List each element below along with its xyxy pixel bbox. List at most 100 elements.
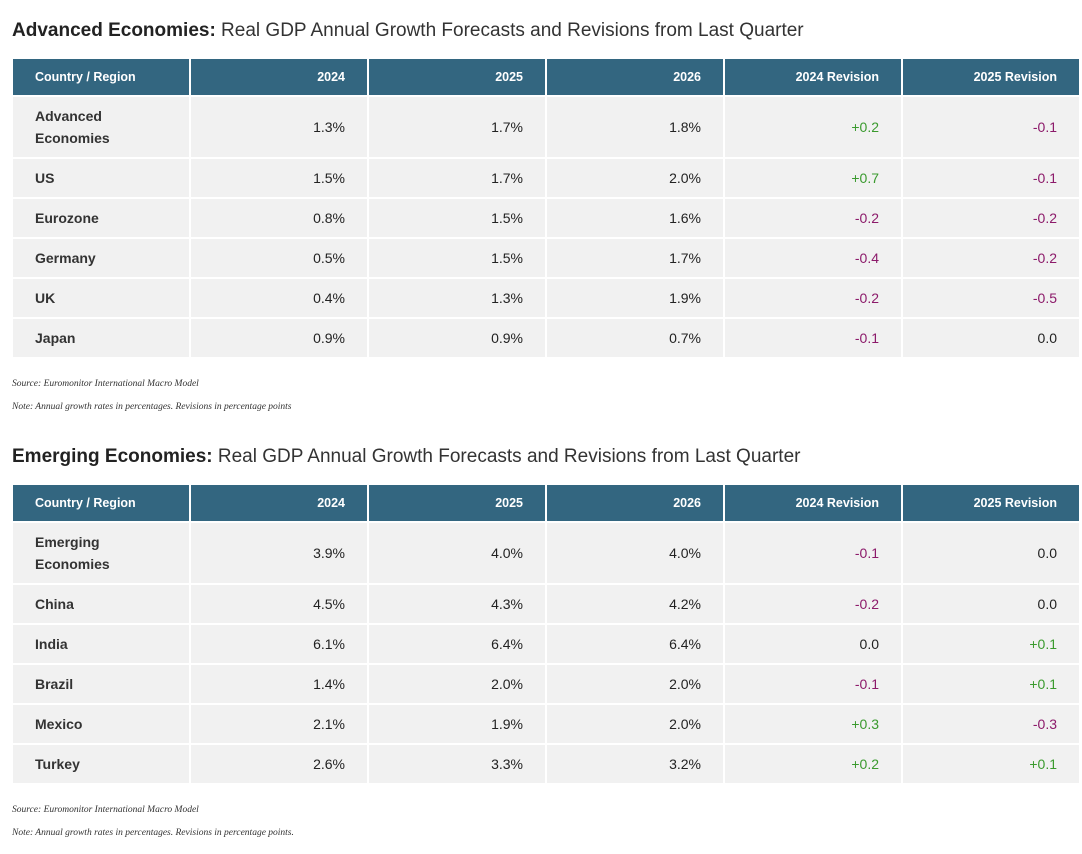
advanced-title-bold: Advanced Economies: [12,20,216,41]
country-cell: Eurozone [13,199,189,237]
country-cell: China [13,585,189,623]
revision-2024-cell: +0.3 [725,705,901,743]
value-2024-cell: 2.1% [191,705,367,743]
units-note: Note: Annual growth rates in percentages… [12,402,292,412]
value-2025-cell: 1.7% [369,159,545,197]
revision-2025-cell: 0.0 [903,523,1079,583]
revision-2024-cell: -0.2 [725,585,901,623]
emerging-economies-section: Emerging Economies: Real GDP Annual Grow… [12,444,1079,845]
emerging-gdp-table: Country / Region 2024 2025 2026 2024 Rev… [11,483,1081,785]
value-2024-cell: 1.5% [191,159,367,197]
source-note: Source: Euromonitor International Macro … [12,805,199,815]
table-row: Emerging Economies 3.9% 4.0% 4.0% -0.1 0.0 [13,523,1079,583]
value-2026-cell: 3.2% [547,745,723,783]
header-2025-revision: 2025 Revision [903,59,1079,95]
revision-2024-cell: -0.4 [725,239,901,277]
advanced-economies-section: Advanced Economies: Real GDP Annual Grow… [12,18,1079,413]
revision-2025-cell: +0.1 [903,665,1079,703]
country-cell: Japan [13,319,189,357]
revision-2024-cell: +0.2 [725,745,901,783]
country-cell: India [13,625,189,663]
value-2024-cell: 1.3% [191,97,367,157]
country-cell: Emerging Economies [13,523,189,583]
country-cell: Germany [13,239,189,277]
value-2026-cell: 2.0% [547,705,723,743]
value-2026-cell: 1.8% [547,97,723,157]
value-2024-cell: 6.1% [191,625,367,663]
table-row: Eurozone 0.8% 1.5% 1.6% -0.2 -0.2 [13,199,1079,237]
revision-2024-cell: -0.2 [725,199,901,237]
advanced-table-title: Advanced Economies: Real GDP Annual Grow… [12,18,1070,44]
emerging-title-rest: Real GDP Annual Growth Forecasts and Rev… [212,446,801,467]
header-2025-revision: 2025 Revision [903,485,1079,521]
country-cell: Mexico [13,705,189,743]
value-2025-cell: 1.9% [369,705,545,743]
units-note: Note: Annual growth rates in percentages… [12,828,294,838]
value-2026-cell: 2.0% [547,159,723,197]
revision-2025-cell: -0.1 [903,97,1079,157]
revision-2024-cell: -0.1 [725,665,901,703]
value-2026-cell: 1.9% [547,279,723,317]
value-2025-cell: 6.4% [369,625,545,663]
country-cell: Advanced Economies [13,97,189,157]
value-2024-cell: 0.4% [191,279,367,317]
header-2024: 2024 [191,485,367,521]
emerging-table-title: Emerging Economies: Real GDP Annual Grow… [12,444,1070,470]
country-cell: Brazil [13,665,189,703]
header-2024-revision: 2024 Revision [725,59,901,95]
value-2026-cell: 1.7% [547,239,723,277]
revision-2024-cell: -0.2 [725,279,901,317]
revision-2025-cell: -0.2 [903,199,1079,237]
value-2024-cell: 1.4% [191,665,367,703]
revision-2024-cell: +0.2 [725,97,901,157]
revision-2025-cell: 0.0 [903,585,1079,623]
country-cell: Turkey [13,745,189,783]
value-2025-cell: 2.0% [369,665,545,703]
value-2026-cell: 4.2% [547,585,723,623]
table-row: China 4.5% 4.3% 4.2% -0.2 0.0 [13,585,1079,623]
table-row: Mexico 2.1% 1.9% 2.0% +0.3 -0.3 [13,705,1079,743]
revision-2025-cell: -0.2 [903,239,1079,277]
header-2024: 2024 [191,59,367,95]
value-2025-cell: 3.3% [369,745,545,783]
header-2024-revision: 2024 Revision [725,485,901,521]
revision-2025-cell: -0.1 [903,159,1079,197]
emerging-notes: Source: Euromonitor International Macro … [12,799,1070,845]
table-header-row: Country / Region 2024 2025 2026 2024 Rev… [13,59,1079,95]
revision-2024-cell: -0.1 [725,523,901,583]
header-country: Country / Region [13,485,189,521]
table-row: India 6.1% 6.4% 6.4% 0.0 +0.1 [13,625,1079,663]
revision-2024-cell: +0.7 [725,159,901,197]
advanced-title-rest: Real GDP Annual Growth Forecasts and Rev… [215,20,804,41]
header-2025: 2025 [369,485,545,521]
table-row: Brazil 1.4% 2.0% 2.0% -0.1 +0.1 [13,665,1079,703]
header-2026: 2026 [547,485,723,521]
value-2025-cell: 1.5% [369,239,545,277]
revision-2025-cell: +0.1 [903,625,1079,663]
value-2026-cell: 0.7% [547,319,723,357]
revision-2025-cell: +0.1 [903,745,1079,783]
emerging-title-bold: Emerging Economies: [12,446,213,467]
value-2026-cell: 6.4% [547,625,723,663]
value-2026-cell: 4.0% [547,523,723,583]
value-2025-cell: 0.9% [369,319,545,357]
header-2025: 2025 [369,59,545,95]
value-2025-cell: 4.0% [369,523,545,583]
header-country: Country / Region [13,59,189,95]
table-header-row: Country / Region 2024 2025 2026 2024 Rev… [13,485,1079,521]
value-2024-cell: 3.9% [191,523,367,583]
country-cell: US [13,159,189,197]
value-2026-cell: 2.0% [547,665,723,703]
value-2024-cell: 4.5% [191,585,367,623]
table-row: US 1.5% 1.7% 2.0% +0.7 -0.1 [13,159,1079,197]
value-2024-cell: 2.6% [191,745,367,783]
header-2026: 2026 [547,59,723,95]
source-note: Source: Euromonitor International Macro … [12,379,199,389]
table-row: Germany 0.5% 1.5% 1.7% -0.4 -0.2 [13,239,1079,277]
revision-2025-cell: -0.3 [903,705,1079,743]
value-2024-cell: 0.9% [191,319,367,357]
revision-2025-cell: -0.5 [903,279,1079,317]
revision-2024-cell: -0.1 [725,319,901,357]
country-cell: UK [13,279,189,317]
advanced-gdp-table: Country / Region 2024 2025 2026 2024 Rev… [11,57,1081,359]
